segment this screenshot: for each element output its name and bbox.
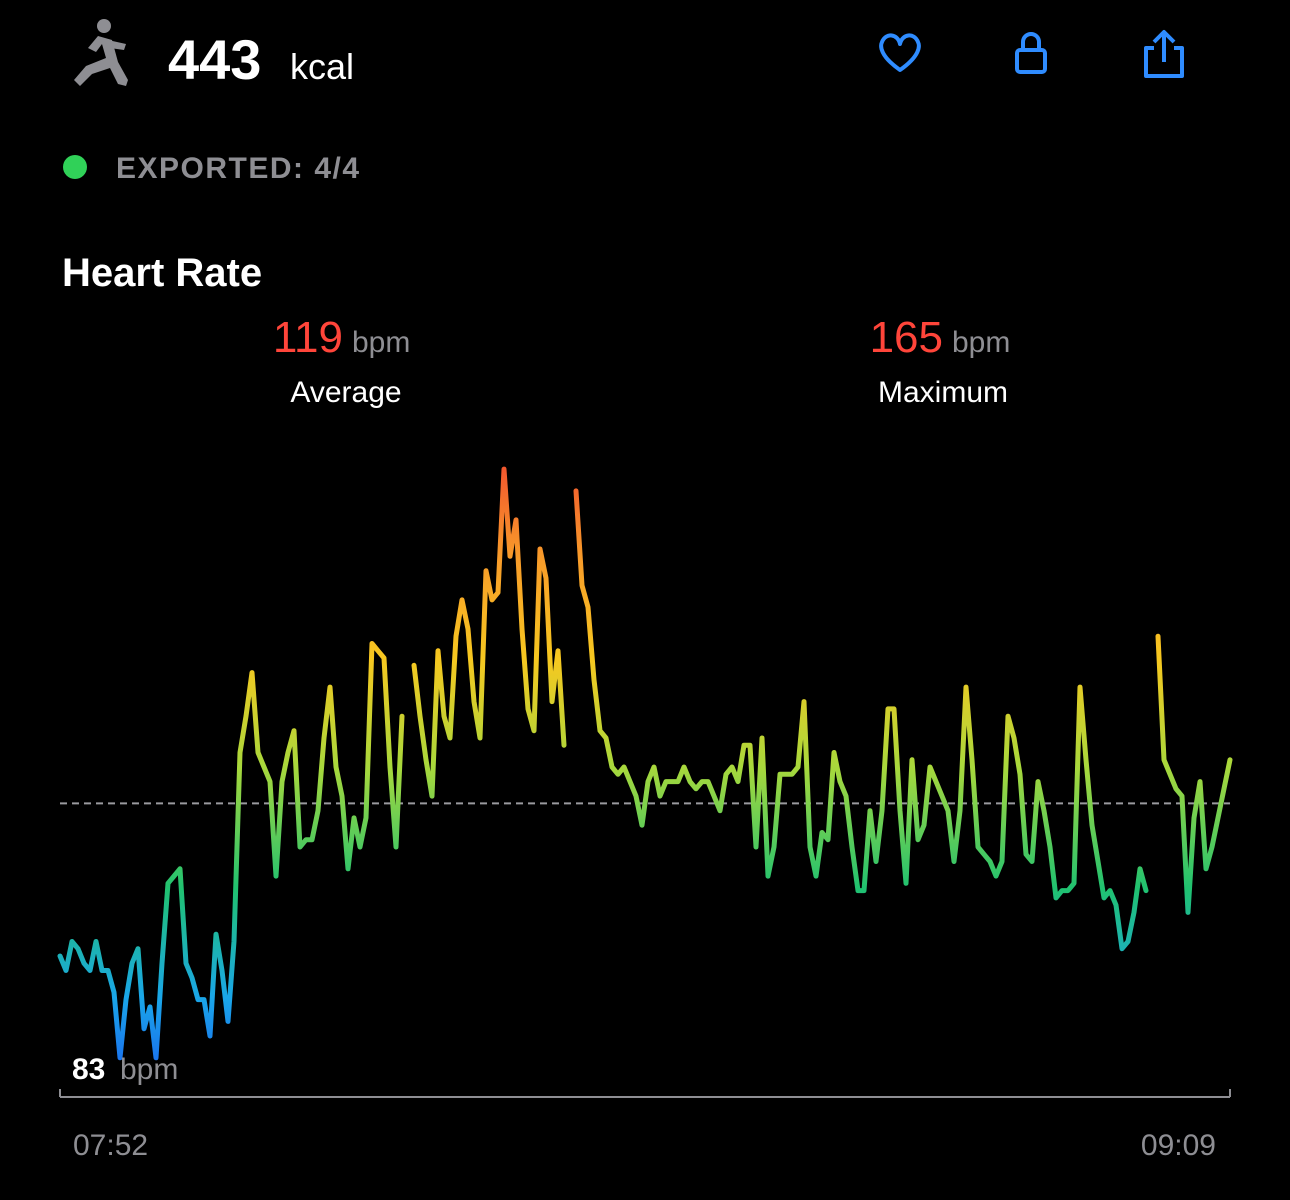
heart-rate-chart: 07:52 09:09 83 bpm <box>57 466 1233 1162</box>
lock-button[interactable] <box>1015 32 1047 74</box>
heart-rate-line <box>1155 633 1233 915</box>
export-status: EXPORTED: 4/4 <box>116 152 361 185</box>
share-button[interactable] <box>1144 30 1184 78</box>
status-dot <box>63 155 87 179</box>
minimum-value: 83 <box>72 1053 105 1086</box>
x-tick-label: 07:52 <box>73 1129 148 1162</box>
chart-title: Heart Rate <box>62 251 262 295</box>
maximum-unit: bpm <box>952 326 1010 359</box>
calories-value: 443 <box>168 28 261 91</box>
maximum-label: Maximum <box>878 376 1008 409</box>
average-unit: bpm <box>352 326 410 359</box>
heart-rate-line <box>411 466 567 799</box>
minimum-unit: bpm <box>120 1053 178 1086</box>
x-tick-label: 09:09 <box>1141 1129 1216 1162</box>
workout-icon <box>74 19 128 86</box>
average-label: Average <box>290 376 401 409</box>
calories-unit: kcal <box>290 46 354 87</box>
heart-rate-line <box>57 641 405 1061</box>
favorite-button[interactable] <box>879 33 921 72</box>
maximum-value: 165 <box>870 313 943 362</box>
average-value: 119 <box>273 313 343 362</box>
heart-rate-line <box>573 488 1149 952</box>
